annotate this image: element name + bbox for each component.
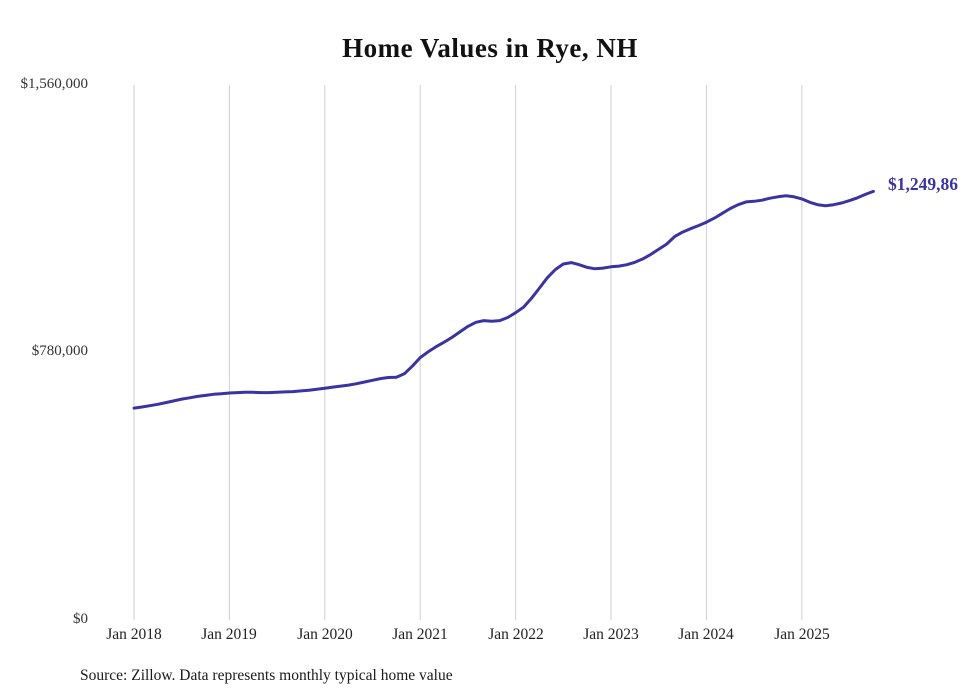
x-axis-tick-label: Jan 2019 [201, 626, 257, 643]
source-note: Source: Zillow. Data represents monthly … [80, 667, 453, 684]
chart-title: Home Values in Rye, NH [342, 33, 638, 63]
y-axis-tick-label: $780,000 [31, 343, 88, 359]
x-axis-tick-label: Jan 2020 [297, 626, 353, 643]
x-axis-tick-label: Jan 2018 [106, 626, 162, 643]
y-axis-tick-label: $1,560,000 [20, 76, 89, 92]
x-axis: Jan 2018 Jan 2019 Jan 2020 Jan 2021 Jan … [0, 626, 980, 648]
x-axis-tick-label: Jan 2024 [678, 626, 734, 643]
y-axis-tick-label: $0 [73, 611, 88, 627]
latest-value-label: $1,249,86 [888, 174, 958, 194]
x-axis-tick-label: Jan 2023 [583, 626, 639, 643]
x-axis-tick-label: Jan 2025 [774, 626, 830, 643]
x-axis-tick-label: Jan 2021 [392, 626, 448, 643]
home-value-line [132, 189, 875, 410]
x-axis-tick-label: Jan 2022 [488, 626, 544, 643]
